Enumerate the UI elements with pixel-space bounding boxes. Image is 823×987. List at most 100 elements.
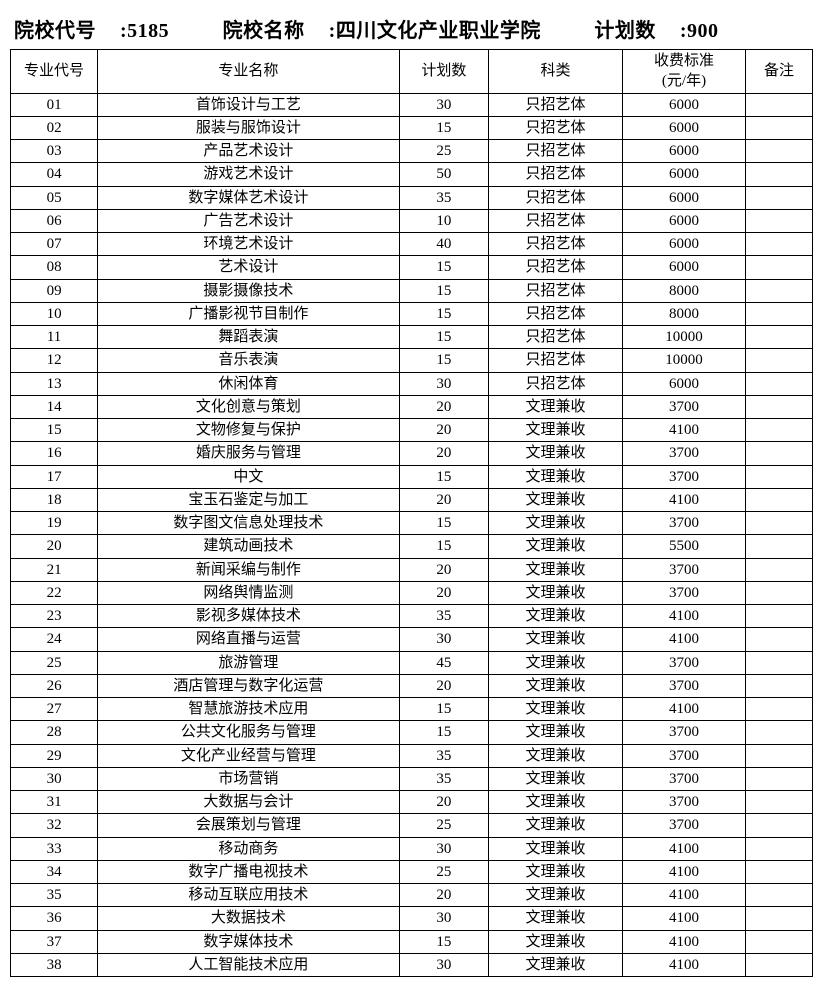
cell-code: 25	[11, 651, 98, 674]
cell-plan: 15	[399, 256, 488, 279]
cell-note	[745, 256, 812, 279]
cell-note	[745, 209, 812, 232]
cell-note	[745, 372, 812, 395]
cell-code: 34	[11, 860, 98, 883]
cell-note	[745, 302, 812, 325]
cell-plan: 35	[399, 767, 488, 790]
cell-note	[745, 558, 812, 581]
table-row: 34数字广播电视技术25文理兼收4100	[11, 860, 813, 883]
cell-name: 网络舆情监测	[98, 581, 400, 604]
cell-cat: 文理兼收	[489, 930, 623, 953]
cell-code: 14	[11, 395, 98, 418]
table-row: 26酒店管理与数字化运营20文理兼收3700	[11, 674, 813, 697]
cell-fee: 4100	[623, 837, 746, 860]
cell-code: 09	[11, 279, 98, 302]
cell-cat: 文理兼收	[489, 465, 623, 488]
cell-cat: 文理兼收	[489, 605, 623, 628]
cell-plan: 25	[399, 860, 488, 883]
cell-code: 20	[11, 535, 98, 558]
table-header-row: 专业代号 专业名称 计划数 科类 收费标准 (元/年) 备注	[11, 50, 813, 94]
cell-plan: 15	[399, 721, 488, 744]
cell-cat: 文理兼收	[489, 674, 623, 697]
cell-name: 移动互联应用技术	[98, 884, 400, 907]
cell-plan: 15	[399, 512, 488, 535]
cell-note	[745, 326, 812, 349]
cell-note	[745, 767, 812, 790]
cell-code: 08	[11, 256, 98, 279]
cell-cat: 文理兼收	[489, 698, 623, 721]
table-row: 14文化创意与策划20文理兼收3700	[11, 395, 813, 418]
cell-cat: 只招艺体	[489, 233, 623, 256]
cell-plan: 15	[399, 116, 488, 139]
table-row: 01首饰设计与工艺30只招艺体6000	[11, 93, 813, 116]
cell-name: 婚庆服务与管理	[98, 442, 400, 465]
cell-code: 01	[11, 93, 98, 116]
cell-cat: 只招艺体	[489, 349, 623, 372]
cell-plan: 20	[399, 884, 488, 907]
cell-note	[745, 698, 812, 721]
cell-plan: 25	[399, 140, 488, 163]
cell-plan: 20	[399, 395, 488, 418]
cell-cat: 只招艺体	[489, 302, 623, 325]
cell-fee: 4100	[623, 419, 746, 442]
cell-note	[745, 651, 812, 674]
cell-name: 环境艺术设计	[98, 233, 400, 256]
cell-plan: 25	[399, 814, 488, 837]
table-row: 20建筑动画技术15文理兼收5500	[11, 535, 813, 558]
table-row: 37数字媒体技术15文理兼收4100	[11, 930, 813, 953]
cell-name: 摄影摄像技术	[98, 279, 400, 302]
cell-fee: 10000	[623, 349, 746, 372]
cell-name: 数字图文信息处理技术	[98, 512, 400, 535]
cell-fee: 4100	[623, 907, 746, 930]
cell-cat: 只招艺体	[489, 372, 623, 395]
col-plan: 计划数	[399, 50, 488, 94]
cell-note	[745, 930, 812, 953]
cell-note	[745, 535, 812, 558]
cell-name: 旅游管理	[98, 651, 400, 674]
cell-code: 05	[11, 186, 98, 209]
table-row: 27智慧旅游技术应用15文理兼收4100	[11, 698, 813, 721]
cell-cat: 文理兼收	[489, 884, 623, 907]
cell-fee: 4100	[623, 488, 746, 511]
cell-fee: 3700	[623, 581, 746, 604]
cell-fee: 4100	[623, 930, 746, 953]
cell-note	[745, 884, 812, 907]
cell-plan: 45	[399, 651, 488, 674]
cell-note	[745, 163, 812, 186]
cell-plan: 35	[399, 605, 488, 628]
table-row: 28公共文化服务与管理15文理兼收3700	[11, 721, 813, 744]
cell-cat: 文理兼收	[489, 744, 623, 767]
table-row: 07环境艺术设计40只招艺体6000	[11, 233, 813, 256]
table-row: 10广播影视节目制作15只招艺体8000	[11, 302, 813, 325]
cell-plan: 20	[399, 488, 488, 511]
cell-name: 酒店管理与数字化运营	[98, 674, 400, 697]
cell-name: 人工智能技术应用	[98, 953, 400, 976]
cell-plan: 35	[399, 744, 488, 767]
cell-cat: 文理兼收	[489, 558, 623, 581]
cell-fee: 3700	[623, 558, 746, 581]
cell-name: 文化产业经营与管理	[98, 744, 400, 767]
table-row: 19数字图文信息处理技术15文理兼收3700	[11, 512, 813, 535]
cell-plan: 35	[399, 186, 488, 209]
table-row: 03产品艺术设计25只招艺体6000	[11, 140, 813, 163]
cell-fee: 6000	[623, 209, 746, 232]
majors-table: 专业代号 专业名称 计划数 科类 收费标准 (元/年) 备注 01首饰设计与工艺…	[10, 49, 813, 977]
cell-fee: 6000	[623, 186, 746, 209]
cell-cat: 只招艺体	[489, 279, 623, 302]
cell-plan: 50	[399, 163, 488, 186]
cell-plan: 30	[399, 953, 488, 976]
table-row: 38人工智能技术应用30文理兼收4100	[11, 953, 813, 976]
cell-code: 32	[11, 814, 98, 837]
cell-name: 大数据与会计	[98, 791, 400, 814]
cell-cat: 文理兼收	[489, 628, 623, 651]
cell-code: 21	[11, 558, 98, 581]
cell-code: 19	[11, 512, 98, 535]
cell-fee: 3700	[623, 465, 746, 488]
cell-fee: 6000	[623, 93, 746, 116]
cell-plan: 15	[399, 302, 488, 325]
cell-plan: 20	[399, 442, 488, 465]
col-note: 备注	[745, 50, 812, 94]
cell-cat: 文理兼收	[489, 419, 623, 442]
cell-name: 文物修复与保护	[98, 419, 400, 442]
cell-code: 28	[11, 721, 98, 744]
